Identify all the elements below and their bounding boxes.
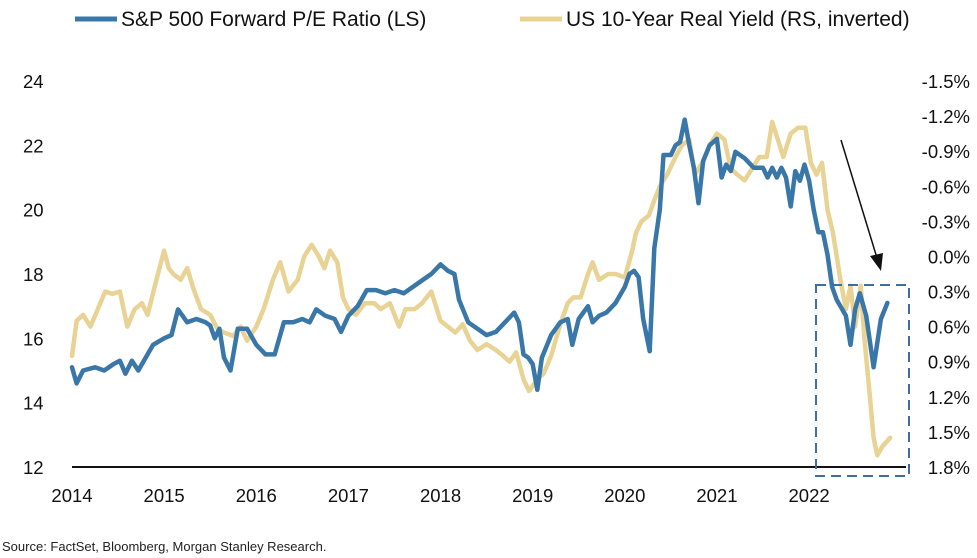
right-tick-label: 0.3%: [928, 282, 970, 303]
legend: S&P 500 Forward P/E Ratio (LS) US 10-Yea…: [75, 8, 910, 31]
right-tick-label: -1.5%: [922, 71, 970, 92]
x-tick-label: 2016: [236, 485, 277, 506]
x-tick-label: 2022: [789, 485, 830, 506]
right-tick-label: 1.2%: [928, 387, 970, 408]
right-tick-label: -0.9%: [922, 141, 970, 162]
arrow-shaft: [840, 139, 878, 259]
left-tick-label: 14: [23, 393, 44, 414]
x-tick-label: 2015: [144, 485, 185, 506]
left-tick-label: 18: [23, 264, 44, 285]
right-tick-label: -1.2%: [922, 106, 970, 127]
right-tick-label: -0.3%: [922, 211, 970, 232]
highlight-box: [815, 284, 910, 477]
left-tick-label: 24: [23, 71, 44, 92]
arrow-head: [870, 253, 883, 271]
x-tick-label: 2017: [328, 485, 369, 506]
left-tick-label: 20: [23, 200, 44, 221]
x-tick-label: 2014: [51, 485, 92, 506]
right-tick-label: 0.0%: [928, 246, 970, 267]
right-tick-label: 1.5%: [928, 422, 970, 443]
source-note: Source: FactSet, Bloomberg, Morgan Stanl…: [2, 539, 326, 554]
right-tick-label: 1.8%: [928, 457, 970, 478]
series-line-pe: [69, 117, 890, 393]
x-tick-label: 2019: [512, 485, 553, 506]
left-tick-label: 12: [23, 457, 44, 478]
right-tick-label: 0.9%: [928, 352, 970, 373]
right-tick-label: -0.6%: [922, 176, 970, 197]
legend-label-yield: US 10-Year Real Yield (RS, inverted): [566, 8, 910, 31]
x-tick-label: 2020: [604, 485, 645, 506]
left-axis-ticks: 24 22 20 18 16 14 12: [23, 71, 44, 478]
x-tick-label: 2021: [696, 485, 737, 506]
left-tick-label: 16: [23, 328, 44, 349]
series-line-real-yield: [69, 119, 893, 458]
right-tick-label: 0.6%: [928, 317, 970, 338]
series-layer: [69, 117, 893, 458]
left-tick-label: 22: [23, 135, 44, 156]
x-tick-label: 2018: [420, 485, 461, 506]
x-axis-ticks: 2014 2015 2016 2017 2018 2019 2020 2021 2022: [51, 485, 829, 506]
legend-label-pe: S&P 500 Forward P/E Ratio (LS): [121, 8, 426, 31]
right-axis-ticks: -1.5% -1.2% -0.9% -0.6% -0.3% 0.0% 0.3% 0.6% 0.9…: [922, 71, 970, 478]
